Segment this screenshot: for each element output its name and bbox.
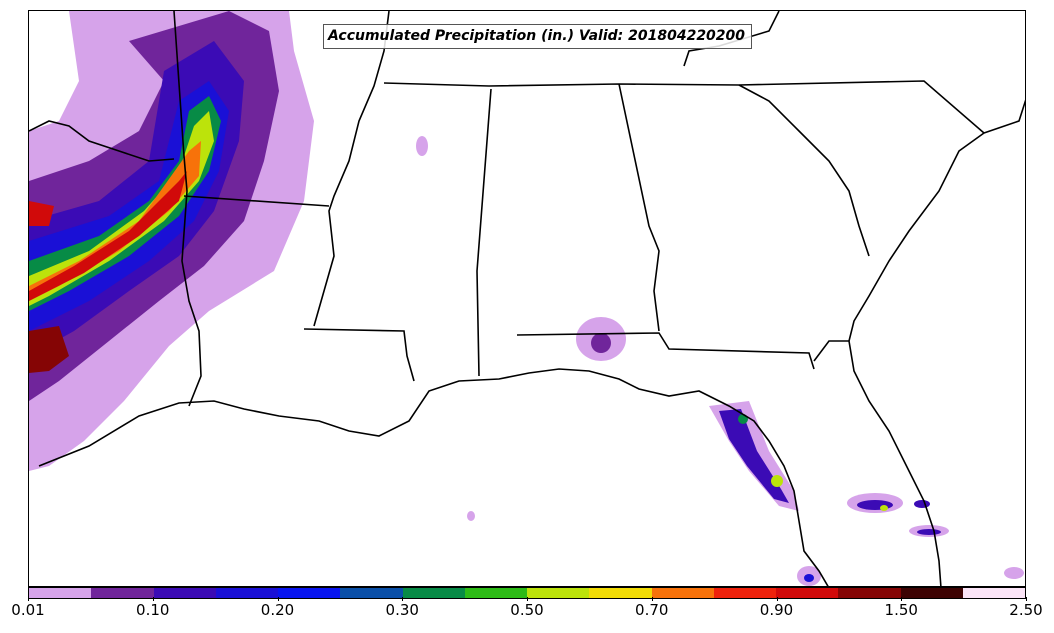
colorbar-tick-label: 0.70 — [635, 601, 669, 619]
atlantic-coast — [848, 99, 1025, 586]
colorbar-segment — [900, 588, 963, 598]
map-title: Accumulated Precipitation (in.) Valid: 2… — [323, 24, 753, 49]
colorbar-tick — [278, 597, 279, 601]
colorbar-tick-label: 1.50 — [884, 601, 918, 619]
tennessee-border — [383, 80, 985, 134]
arkansas-border — [183, 195, 330, 207]
colorbar-tick — [1026, 597, 1027, 601]
alabama-georgia-border — [618, 83, 660, 332]
gulf-coast — [38, 368, 829, 586]
colorbar-segment — [527, 588, 590, 598]
ozark-line — [29, 120, 175, 162]
colorbar-tick — [901, 597, 902, 601]
colorbar-segment — [402, 588, 465, 598]
precip-band-west — [29, 11, 314, 471]
mississippi-river — [313, 11, 390, 327]
colorbar-segment — [278, 588, 341, 598]
colorbar-segment — [838, 588, 901, 598]
colorbar-segment — [153, 588, 216, 598]
colorbar-tick-label: 0.10 — [136, 601, 170, 619]
colorbar-segment — [29, 588, 92, 598]
colorbar-tick-label: 0.50 — [510, 601, 544, 619]
texas-oklahoma-border — [173, 11, 202, 407]
upper-coastline — [738, 84, 870, 257]
colorbar-tick-label: 0.30 — [385, 601, 419, 619]
precipitation-map: Accumulated Precipitation (in.) Valid: 2… — [28, 10, 1026, 587]
precip-cells-east — [416, 136, 1024, 586]
colorbar-segment — [589, 588, 652, 598]
colorbar-segment — [651, 588, 714, 598]
colorbar-tick-label: 0.20 — [260, 601, 295, 619]
colorbar-tick — [28, 597, 29, 601]
colorbar-tick-label: 2.50 — [1009, 601, 1043, 619]
colorbar-segment — [91, 588, 154, 598]
colorbar-segment — [340, 588, 403, 598]
colorbar-segment — [713, 588, 776, 598]
colorbar-segment — [962, 588, 1025, 598]
colorbar-segment — [776, 588, 839, 598]
alabama-florida-border — [516, 332, 815, 370]
colorbar-tick — [153, 597, 154, 601]
colorbar-labels: 0.01 0.10 0.20 0.30 0.50 0.70 0.90 1.50 2.50 — [0, 601, 1054, 625]
mississippi-alabama-border — [476, 88, 492, 377]
georgia-florida-border — [813, 340, 849, 362]
colorbar-segment — [215, 588, 278, 598]
louisiana-south-border — [303, 328, 415, 382]
colorbar-tick — [777, 597, 778, 601]
colorbar-tick — [527, 597, 528, 601]
colorbar-segment — [464, 588, 527, 598]
colorbar-tick-label: 0.90 — [759, 601, 794, 619]
colorbar-tick — [402, 597, 403, 601]
colorbar-tick — [652, 597, 653, 601]
colorbar-tick-label: 0.01 — [11, 601, 45, 619]
map-canvas — [29, 11, 1025, 586]
